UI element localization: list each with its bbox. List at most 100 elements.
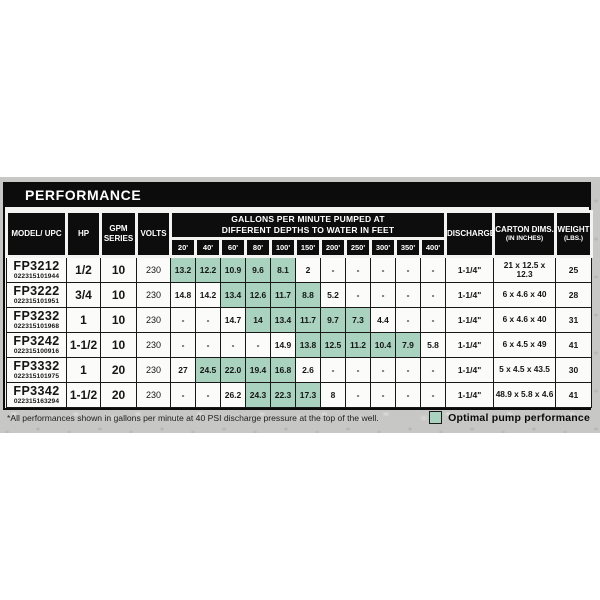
col-header-gpm-group: GALLONS PER MINUTE PUMPED AT DIFFERENT D… — [168, 209, 448, 241]
volts-cell: 230 — [136, 332, 171, 359]
table-row: FP3332 022315101975 1 20 230 27 24.5 22.0 19.4 16… — [6, 357, 593, 384]
col-header-carton-dims: CARTON DIMS. (IN INCHES) — [492, 209, 558, 259]
gpm-value-cell: 14.7 — [220, 307, 246, 334]
model-number: FP3232 — [13, 309, 60, 324]
depth-header: 20' — [169, 237, 197, 259]
gpm-value-cell: 24.3 — [245, 382, 271, 409]
gpm-value-cell: - — [370, 357, 396, 384]
col-header-gpm-series: GPM SERIES — [99, 209, 138, 259]
discharge-cell: 1-1/4" — [445, 307, 495, 334]
gpm-value-cell: 13.8 — [295, 332, 321, 359]
gpm-value-cell: - — [345, 282, 371, 309]
carton-dims-cell: 6 x 4.6 x 40 — [493, 307, 557, 334]
model-number: FP3212 — [13, 259, 60, 274]
model-number: FP3342 — [13, 384, 60, 399]
table-row: FP3222 022315101951 3/4 10 230 14.8 14.2 13.4 12… — [6, 282, 593, 309]
depth-header: 300' — [369, 237, 397, 259]
depth-header: 150' — [294, 237, 322, 259]
gpm-value-cell: - — [345, 256, 371, 284]
gpm-value-cell: 14.2 — [195, 282, 221, 309]
gpm-value-cell: - — [419, 256, 447, 284]
gpm-value-cell: - — [195, 307, 221, 334]
carton-dims-cell: 21 x 12.5 x 12.3 — [493, 256, 557, 284]
carton-dims-cell: 48.9 x 5.8 x 4.6 — [493, 382, 557, 409]
upc-code: 022315101944 — [13, 272, 60, 280]
table-row: FP3342 022315163294 1-1/2 20 230- -26.2 24.3 22… — [6, 382, 593, 409]
discharge-cell: 1-1/4" — [445, 256, 495, 284]
gpm-value-cell: - — [419, 357, 447, 384]
gpm-value-cell: - — [320, 357, 346, 384]
gpm-value-cell: 14 — [245, 307, 271, 334]
gpm-series-cell: 10 — [100, 256, 137, 284]
gpm-value-cell: 27 — [170, 357, 196, 384]
discharge-cell: 1-1/4" — [445, 282, 495, 309]
model-upc-cell: FP3222 022315101951 — [6, 282, 67, 309]
gpm-series-cell: 10 — [100, 307, 137, 334]
table-row: FP3242 022315100916 1-1/2 10 230- - - -14.9 13.8… — [6, 332, 593, 359]
gpm-value-cell: - — [395, 256, 421, 284]
hp-cell: 1 — [66, 307, 101, 334]
gpm-series-cell: 20 — [100, 357, 137, 384]
table-row: FP3212 022315101944 1/2 10 230 13.2 12.2 10.9 9.… — [6, 256, 593, 284]
upc-code: 022315163294 — [13, 397, 60, 405]
gpm-value-cell: - — [320, 256, 346, 284]
gpm-value-cell: - — [195, 332, 221, 359]
gpm-value-cell: 22.3 — [270, 382, 296, 409]
gpm-value-cell: 13.4 — [220, 282, 246, 309]
upc-code: 022315100916 — [13, 347, 60, 355]
gpm-value-cell: - — [170, 382, 196, 409]
gpm-series-cell: 20 — [100, 382, 137, 409]
gpm-value-cell: 2.6 — [295, 357, 321, 384]
gpm-value-cell: 5.8 — [419, 332, 447, 359]
gpm-value-cell: - — [370, 256, 396, 284]
volts-cell: 230 — [136, 382, 171, 409]
gpm-value-cell: 10.9 — [220, 256, 246, 284]
gpm-value-cell: - — [345, 382, 371, 409]
carton-sub-label: (IN INCHES) — [505, 234, 544, 242]
optimal-legend: Optimal pump performance — [429, 411, 590, 424]
carton-dims-cell: 6 x 4.5 x 49 — [493, 332, 557, 359]
weight-cell: 41 — [555, 332, 593, 359]
model-number: FP3332 — [13, 359, 60, 374]
model-number: FP3242 — [13, 334, 60, 349]
gpm-value-cell: 7.9 — [395, 332, 421, 359]
gpm-value-cell: - — [170, 307, 196, 334]
model-upc-cell: FP3342 022315163294 — [6, 382, 67, 409]
gpm-value-cell: - — [170, 332, 196, 359]
gpm-value-cell: - — [395, 282, 421, 309]
depth-header: 60' — [219, 237, 247, 259]
gpm-value-cell: 24.5 — [195, 357, 221, 384]
carton-dims-cell: 5 x 4.5 x 43.5 — [493, 357, 557, 384]
discharge-cell: 1-1/4" — [445, 382, 495, 409]
carton-dims-cell: 6 x 4.6 x 40 — [493, 282, 557, 309]
panel-title: PERFORMANCE — [5, 184, 589, 210]
discharge-cell: 1-1/4" — [445, 357, 495, 384]
gpm-value-cell: 14.9 — [270, 332, 296, 359]
gpm-value-cell: 8.8 — [295, 282, 321, 309]
depth-header: 100' — [269, 237, 297, 259]
gpm-value-cell: - — [419, 282, 447, 309]
gpm-value-cell: - — [419, 382, 447, 409]
performance-panel: PERFORMANCE MODEL/ UPC HP GPM SERIES VOL… — [3, 182, 594, 411]
gpm-value-cell: 14.8 — [170, 282, 196, 309]
gpm-value-cell: 12.6 — [245, 282, 271, 309]
weight-cell: 30 — [555, 357, 593, 384]
gpm-value-cell: 11.7 — [295, 307, 321, 334]
depth-header: 400' — [418, 237, 448, 259]
upc-code: 022315101975 — [13, 372, 60, 380]
gpm-series-cell: 10 — [100, 332, 137, 359]
gpm-value-cell: - — [395, 307, 421, 334]
volts-cell: 230 — [136, 307, 171, 334]
weight-cell: 31 — [555, 307, 593, 334]
hp-cell: 1-1/2 — [66, 382, 101, 409]
legend-label: Optimal pump performance — [448, 411, 590, 424]
gpm-value-cell: 2 — [295, 256, 321, 284]
gpm-value-cell: - — [245, 332, 271, 359]
performance-table: MODEL/ UPC HP GPM SERIES VOLTS GALLONS P… — [5, 209, 594, 409]
model-number: FP3222 — [13, 284, 60, 299]
gpm-value-cell: 4.4 — [370, 307, 396, 334]
weight-cell: 25 — [555, 256, 593, 284]
gpm-value-cell: - — [345, 357, 371, 384]
volts-cell: 230 — [136, 357, 171, 384]
